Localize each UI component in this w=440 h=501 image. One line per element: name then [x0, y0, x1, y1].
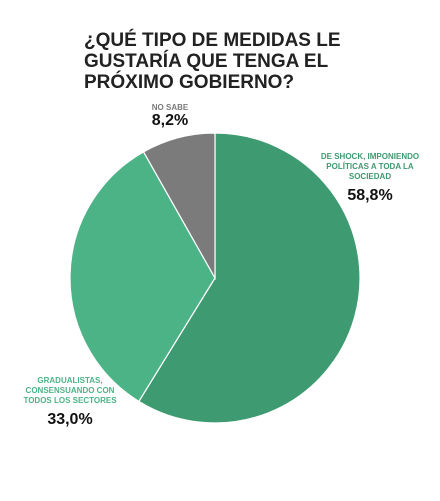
- slice-label: DE SHOCK, IMPONIENDO POLÍTICAS A TODA LA…: [320, 152, 420, 181]
- pie-slice: [142, 132, 216, 281]
- chart-title: ¿QUÉ TIPO DE MEDIDAS LE GUSTARÍA QUE TEN…: [84, 30, 341, 93]
- pie-slice: [138, 132, 361, 424]
- value-label: 58,8%: [347, 187, 393, 204]
- slice-label: GRADUALISTAS, CONSENSUANDO CON TODOS LOS…: [23, 376, 117, 405]
- value-label: 8,2%: [151, 112, 189, 129]
- value-label: 33,0%: [47, 411, 93, 428]
- slice-label: NO SABE: [151, 103, 189, 112]
